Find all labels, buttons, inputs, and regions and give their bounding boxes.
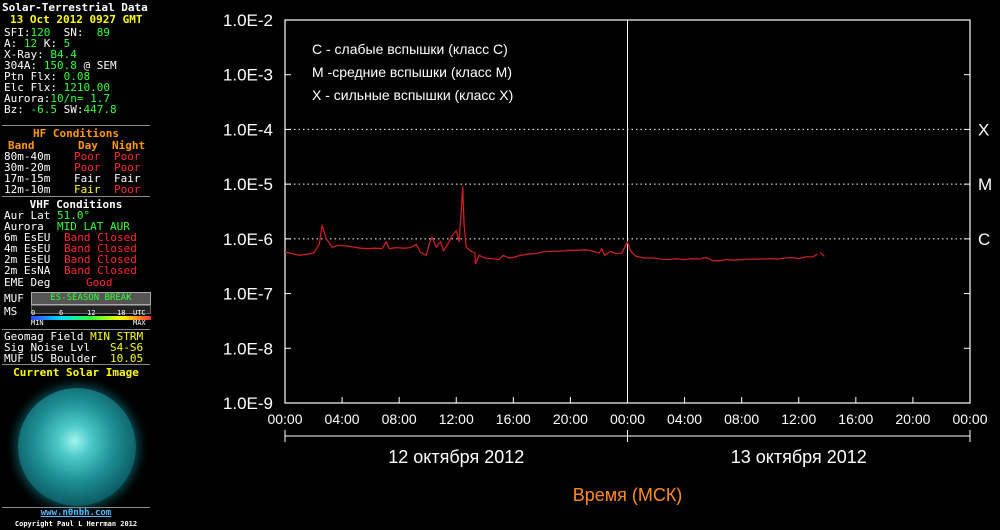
website-link[interactable]: www.n0nbh.com <box>40 508 112 518</box>
chart-plot-area: X M C 1.0E-2 1.0E-3 1.0E-4 1.0E-5 1.0E-6 1.0E-7 1… <box>223 11 992 505</box>
hf-band: 30m-20m <box>4 161 51 174</box>
muf-us-row: MUF US Boulder 10.05 <box>4 352 144 365</box>
x-tick-label: 00:00 <box>610 411 645 427</box>
ms-scale-bar <box>31 316 151 320</box>
y-tick-label: 1.0E-3 <box>223 66 273 85</box>
xray-row: X-Ray: B4.4 <box>4 48 77 61</box>
y-tick-label: 1.0E-5 <box>223 175 273 194</box>
legend-entry: Х - сильные вспышки (класс Х) <box>312 87 513 103</box>
vhf-status: Band Closed <box>64 231 137 244</box>
hf-day: Poor <box>74 161 101 174</box>
legend-entry: С - слабые вспышки (класс С) <box>312 41 508 57</box>
hf-night: Poor <box>114 150 141 163</box>
x-tick-label: 12:00 <box>439 411 474 427</box>
eme-value: Good <box>86 276 113 289</box>
solar-image-title: Current Solar Image <box>13 366 139 379</box>
divider <box>2 125 150 126</box>
y-tick-label: 1.0E-9 <box>223 394 273 413</box>
hf-day: Fair <box>74 172 101 185</box>
hf-band: 17m-15m <box>4 172 51 185</box>
y-tick-label: 1.0E-6 <box>223 230 273 249</box>
copyright: Copyright Paul L Herrman 2012 <box>14 520 138 528</box>
aurora-row: Aurora:10/n= 1.7 <box>4 92 110 105</box>
electron-flux-row: Elc Flx: 1210.00 <box>4 81 110 94</box>
aur-lat-row: Aur Lat 51.0° <box>4 209 91 222</box>
eme-label: EME Deg <box>4 276 51 289</box>
x-tick-label: 00:00 <box>267 411 302 427</box>
divider <box>2 364 150 365</box>
threshold-label: X <box>978 120 989 139</box>
hf-night: Poor <box>114 183 141 196</box>
sfi-row: SFI:120 SN: 89 <box>4 26 110 39</box>
widget-title: Solar-Terrestrial Data <box>2 1 148 14</box>
day-label: 13 октября 2012 <box>731 447 867 467</box>
solar-terrestrial-widget: Solar-Terrestrial Data 13 Oct 2012 0927 … <box>0 0 152 530</box>
solar-image <box>18 388 136 506</box>
aurora-vhf-row: Aurora MID LAT AUR <box>4 220 130 233</box>
x-tick-label: 00:00 <box>952 411 987 427</box>
a-k-row: A: 12 K: 5 <box>4 37 71 50</box>
hf-day: Poor <box>74 150 101 163</box>
vhf-band: 6m EsEU <box>4 231 51 244</box>
proton-flux-row: Ptn Flx: 0.08 <box>4 70 91 83</box>
divider <box>2 196 150 197</box>
x-axis-title: Время (МСК) <box>573 485 683 505</box>
hf-header-band: Band <box>8 139 35 152</box>
vhf-status: Band Closed <box>64 242 137 255</box>
x-tick-label: 20:00 <box>895 411 930 427</box>
xray-flux-series-line <box>819 252 825 257</box>
muf-value: ES-SEASON BREAK <box>31 292 151 305</box>
widget-date: 13 Oct 2012 0927 GMT <box>10 13 143 26</box>
sig-noise-row: Sig Noise Lvl S4-S6 <box>4 341 144 354</box>
x-tick-label: 08:00 <box>724 411 759 427</box>
muf-label: MUF <box>4 292 24 305</box>
ms-bar <box>31 305 151 314</box>
threshold-label: M <box>978 175 992 194</box>
ms-label: MS <box>4 305 18 318</box>
vhf-conditions-title: VHF Conditions <box>29 198 123 211</box>
hf-header-day: Day <box>78 139 98 152</box>
hf-header-night: Night <box>112 139 146 152</box>
threshold-label: C <box>978 230 990 249</box>
x-tick-label: 04:00 <box>667 411 702 427</box>
x-tick-label: 20:00 <box>553 411 588 427</box>
x-tick-label: 08:00 <box>382 411 417 427</box>
y-tick-label: 1.0E-8 <box>223 339 273 358</box>
geomag-row: Geomag Field MIN STRM <box>4 330 144 343</box>
hf-night: Poor <box>114 161 141 174</box>
xray-flux-chart: X M C 1.0E-2 1.0E-3 1.0E-4 1.0E-5 1.0E-6 1.0E-7 1… <box>223 11 992 505</box>
day-label: 12 октября 2012 <box>388 447 524 467</box>
x-tick-label: 16:00 <box>496 411 531 427</box>
x-tick-label: 12:00 <box>781 411 816 427</box>
vhf-band: 2m EsNA <box>4 264 51 277</box>
divider <box>2 507 150 508</box>
hf-conditions-title: HF Conditions <box>32 127 120 140</box>
hf-day: Fair <box>74 183 101 196</box>
f304-row: 304A: 150.8 @ SEM <box>4 59 117 72</box>
x-tick-label: 16:00 <box>838 411 873 427</box>
y-tick-label: 1.0E-4 <box>223 120 273 139</box>
vhf-status: Band Closed <box>64 253 137 266</box>
xray-flux-series-line <box>284 186 818 265</box>
x-tick-label: 04:00 <box>325 411 360 427</box>
y-tick-label: 1.0E-2 <box>223 11 273 30</box>
legend-entry: М -средние вспышки (класс М) <box>312 64 512 80</box>
divider <box>2 329 150 330</box>
hf-band: 12m-10m <box>4 183 51 196</box>
bz-sw-row: Bz: -6.5 SW:447.8 <box>4 103 117 116</box>
hf-band: 80m-40m <box>4 150 51 163</box>
vhf-band: 2m EsEU <box>4 253 51 266</box>
y-tick-label: 1.0E-7 <box>223 285 273 304</box>
vhf-band: 4m EsEU <box>4 242 51 255</box>
vhf-status: Band Closed <box>64 264 137 277</box>
hf-night: Fair <box>114 172 141 185</box>
